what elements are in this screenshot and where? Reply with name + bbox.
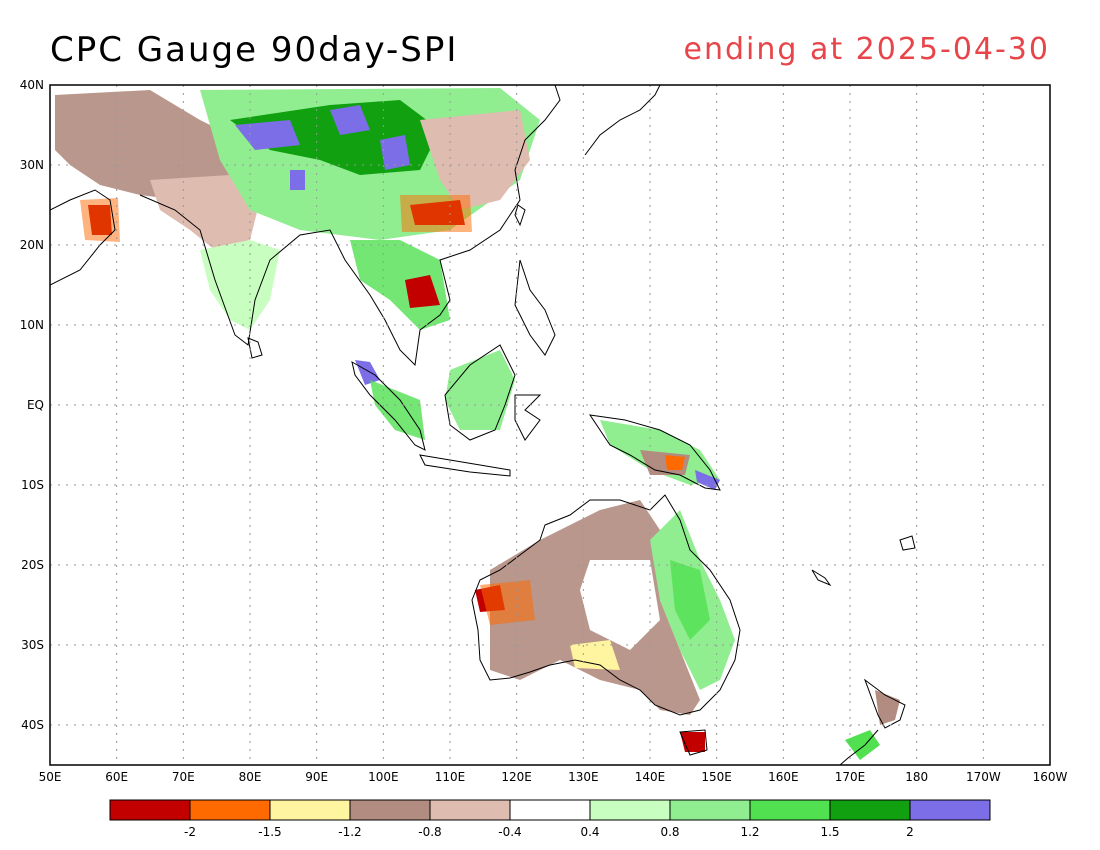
coast-australia [471,494,741,716]
region-dry-china [420,110,530,210]
lat-label: 40S [21,718,44,732]
colorbar: -2 -1.5 -1.2 -0.8 -0.4 0.4 0.8 1.2 1.5 2 [109,799,991,839]
colorbar-swatch [429,799,511,821]
colorbar-swatch [189,799,271,821]
colorbar-swatch [269,799,351,821]
coast-tasmania [679,729,708,756]
region-extreme-wet-png [695,470,720,490]
lon-label: 100E [368,770,399,784]
colorbar-swatch [589,799,671,821]
region-extreme-wet-tibet-1 [235,120,300,150]
region-wet-india [200,240,280,330]
lon-label: 60E [105,770,128,784]
region-extreme-wet-tibet-4 [290,170,305,190]
region-dry-west-australia-orange [480,580,535,625]
region-dry-new-zealand [875,690,900,725]
coastlines [50,85,916,765]
lon-label: 160W [1033,770,1068,784]
coast-sumatra [351,361,426,451]
region-very-wet-east-australia [670,560,710,640]
lon-label: 110E [435,770,466,784]
colorbar-swatch [669,799,751,821]
lon-label: 120E [501,770,532,784]
lat-label: EQ [27,398,44,412]
region-wet-borneo [445,350,515,430]
colorbar-swatch [109,799,191,821]
coast-japan [584,85,661,156]
coast-sulawesi [514,394,542,441]
grid-lines [50,85,1050,765]
colorbar-label: 2 [906,825,914,839]
lon-label: 180 [905,770,928,784]
coast-philippines [514,259,556,356]
coast-sri-lanka [247,337,263,359]
colorbar-label: 0.4 [580,825,599,839]
spi-field [55,88,900,760]
colorbar-label: -2 [184,825,196,839]
lon-label: 80E [239,770,262,784]
map-frame [49,84,1051,766]
region-dry-indochina [405,275,440,308]
map-title: CPC Gauge 90day-SPI [50,30,459,70]
lon-label: 170E [835,770,866,784]
colorbar-swatch [749,799,831,821]
coast-new-guinea [588,414,721,491]
region-extreme-wet-tibet-3 [380,135,410,170]
region-wet-sumatra-green [370,380,425,440]
region-dry-arabia-orange [80,198,120,242]
region-wet-sumatra [355,360,380,385]
coast-new-zealand-south [839,729,879,765]
lon-axis: 50E 60E 70E 80E 90E 100E 110E 120E 130E 140E 150E 1… [39,770,1068,784]
coast-new-zealand-north [863,678,906,729]
region-extreme-wet-tibet-2 [330,105,370,135]
region-dry-south-australia-yellow [570,640,620,670]
coast-new-caledonia [811,569,832,587]
lon-label: 90E [305,770,328,784]
lon-label: 50E [39,770,62,784]
lon-label: 140E [635,770,666,784]
lon-label: 130E [568,770,599,784]
region-wet-indochina [350,240,450,330]
coast-borneo [444,344,516,441]
colorbar-label: -1.2 [338,825,361,839]
colorbar-swatch [349,799,431,821]
lon-label: 170W [966,770,1001,784]
colorbar-label: 0.8 [660,825,679,839]
colorbar-label: -0.4 [498,825,521,839]
lon-label: 70E [172,770,195,784]
colorbar-label: -1.5 [258,825,281,839]
lat-label: 10S [21,478,44,492]
colorbar-label: -0.8 [418,825,441,839]
lat-label: 30N [20,158,44,172]
coast-india [139,85,561,367]
lat-axis: 40N 30N 20N 10N EQ 10S 20S 30S 40S [20,78,44,732]
colorbar-label: 1.2 [740,825,759,839]
region-neutral-australia [580,560,660,650]
colorbar-swatch [829,799,911,821]
coast-fiji [899,535,916,551]
lat-label: 10N [20,318,44,332]
colorbar-swatch [509,799,591,821]
colorbar-label: 1.5 [820,825,839,839]
lat-label: 20N [20,238,44,252]
lat-label: 20S [21,558,44,572]
lat-label: 30S [21,638,44,652]
lat-label: 40N [20,78,44,92]
region-dry-new-guinea-red [665,455,685,470]
colorbar-swatch [909,799,991,821]
region-dry-south-china-orange [400,195,472,232]
map-subtitle: ending at 2025-04-30 [683,32,1050,67]
coast-arabia [50,189,116,286]
lon-label: 150E [701,770,732,784]
region-dry-tasmania [680,732,705,752]
lon-label: 160E [768,770,799,784]
coast-taiwan [514,204,526,227]
coast-java [419,454,511,477]
region-dry-light-south-asia [150,175,260,250]
